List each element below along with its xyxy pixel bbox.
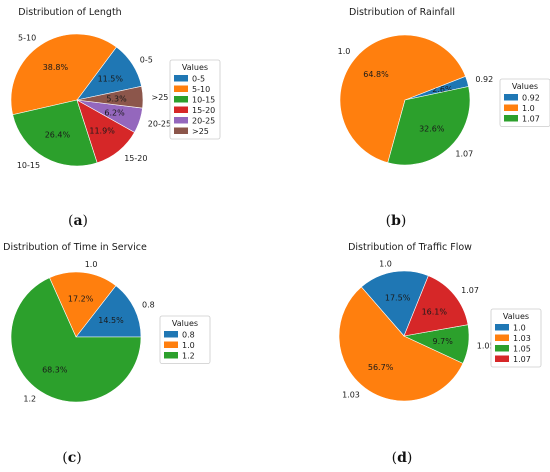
pie-slice-1.03 bbox=[338, 286, 464, 402]
legend-entry: >25 bbox=[192, 127, 209, 136]
pie-slice-0.8 bbox=[75, 285, 142, 338]
legend-swatch bbox=[504, 115, 518, 122]
slice-percent-label: 38.8% bbox=[43, 63, 69, 72]
legend-swatch bbox=[174, 96, 188, 103]
slice-category-label: 1.0 bbox=[379, 260, 392, 269]
slice-category-label: 1.07 bbox=[455, 149, 473, 158]
legend-entry: 1.0 bbox=[182, 341, 195, 350]
slice-category-label: 1.07 bbox=[461, 286, 479, 295]
pie-slice-10-15 bbox=[12, 99, 98, 167]
legend: Values 0.921.0 1.07 bbox=[499, 78, 550, 127]
legend-entry: 1.0 bbox=[522, 104, 535, 113]
legend-title: Values bbox=[172, 319, 198, 328]
legend-swatch bbox=[174, 106, 188, 113]
pie-chart-a: Distribution of Length 11.5% 0-5 38.8% 5-10 2… bbox=[10, 7, 221, 229]
legend-swatch bbox=[174, 117, 188, 124]
legend-swatch bbox=[174, 127, 188, 134]
legend-swatch bbox=[504, 94, 518, 101]
slice-percent-label: 9.7% bbox=[433, 337, 454, 346]
legend-entry: 1.0 bbox=[513, 324, 526, 333]
slice-percent-label: 68.3% bbox=[42, 366, 68, 375]
pie-slice-1.2 bbox=[10, 277, 142, 403]
slice-percent-label: 14.5% bbox=[98, 316, 124, 325]
pie-slice-1.07 bbox=[403, 275, 469, 337]
pie-slice->25 bbox=[76, 85, 144, 109]
legend-entry: 15-20 bbox=[192, 106, 215, 115]
legend-swatch bbox=[495, 355, 509, 362]
legend-entry: 1.05 bbox=[513, 345, 531, 354]
chart-title: Distribution of Traffic Flow bbox=[348, 242, 472, 253]
legend-swatch bbox=[164, 341, 178, 348]
legend-entry: 1.07 bbox=[513, 355, 531, 364]
pie-slice-1.0 bbox=[339, 34, 466, 164]
panel-caption: (b) bbox=[386, 213, 407, 229]
legend-entry: 0.92 bbox=[522, 94, 540, 103]
pie-chart-c: Distribution of Time in Service14.5%0.81… bbox=[3, 242, 211, 466]
slice-percent-label: 26.4% bbox=[45, 130, 71, 139]
chart-title: Distribution of Length bbox=[18, 7, 121, 18]
slice-percent-label: 11.9% bbox=[89, 127, 115, 136]
slice-category-label: 0.8 bbox=[142, 301, 155, 310]
slice-percent-label: 17.5% bbox=[385, 294, 411, 303]
panel-caption: (c) bbox=[62, 450, 81, 466]
legend-title: Values bbox=[512, 82, 538, 91]
panel-caption: (d) bbox=[392, 450, 413, 466]
legend-swatch bbox=[164, 352, 178, 359]
slice-percent-label: 17.2% bbox=[68, 294, 94, 303]
legend-title: Values bbox=[182, 63, 208, 72]
legend-entry: 20-25 bbox=[192, 117, 215, 126]
slice-percent-label: 56.7% bbox=[368, 363, 394, 372]
legend-entry: 5-10 bbox=[192, 85, 210, 94]
pie-slice-1.0 bbox=[49, 271, 117, 338]
slice-percent-label: 5.3% bbox=[106, 94, 127, 103]
pie-slice-5-10 bbox=[10, 33, 117, 116]
legend-entry: 10-15 bbox=[192, 96, 215, 105]
slice-percent-label: 32.6% bbox=[419, 124, 445, 133]
slice-category-label: 20-25 bbox=[148, 119, 171, 128]
slice-category-label: 0.92 bbox=[475, 75, 493, 84]
legend-frame bbox=[490, 308, 542, 368]
legend-title: Values bbox=[503, 312, 529, 321]
legend-swatch bbox=[174, 85, 188, 92]
pie-slice-1.0 bbox=[360, 270, 429, 337]
legend-swatch bbox=[504, 104, 518, 111]
legend-swatch bbox=[495, 334, 509, 341]
slice-percent-label: 16.1% bbox=[422, 307, 448, 316]
chart-title: Distribution of Time in Service bbox=[3, 242, 147, 253]
legend-frame bbox=[499, 78, 550, 127]
slice-category-label: >25 bbox=[152, 93, 169, 102]
slice-category-label: 1.05 bbox=[477, 342, 495, 351]
slice-category-label: 15-20 bbox=[124, 154, 147, 163]
legend-entry: 1.07 bbox=[522, 115, 540, 124]
legend-entry: 0.8 bbox=[182, 331, 195, 340]
legend-frame bbox=[159, 315, 211, 364]
legend-swatch bbox=[495, 324, 509, 331]
legend-entry: 1.2 bbox=[182, 352, 195, 361]
legend: Values 1.01.03 1.051.07 bbox=[490, 308, 542, 368]
pie-chart-d: Distribution of Traffic Flow 17.5% 1.0 56.7… bbox=[338, 242, 542, 466]
slice-category-label: 5-10 bbox=[18, 34, 36, 43]
slice-percent-label: 6.2% bbox=[104, 108, 125, 117]
slice-category-label: 1.2 bbox=[23, 395, 36, 404]
slice-category-label: 0-5 bbox=[140, 56, 153, 65]
slice-percent-label: 11.5% bbox=[98, 75, 124, 84]
legend-entry: 0-5 bbox=[192, 75, 205, 84]
slice-percent-label: 64.8% bbox=[363, 70, 389, 79]
slice-category-label: 1.0 bbox=[85, 260, 98, 269]
legend-swatch bbox=[174, 75, 188, 82]
legend: Values 0.81.0 1.2 bbox=[159, 315, 211, 364]
slice-percent-label: 2.6% bbox=[432, 85, 453, 94]
slice-category-label: 1.03 bbox=[342, 391, 360, 400]
panel-caption: (a) bbox=[68, 213, 88, 229]
legend-swatch bbox=[164, 331, 178, 338]
slice-category-label: 10-15 bbox=[17, 161, 40, 170]
legend-swatch bbox=[495, 345, 509, 352]
chart-title: Distribution of Rainfall bbox=[349, 7, 455, 18]
legend-entry: 1.03 bbox=[513, 334, 531, 343]
pie-slice-1.07 bbox=[387, 86, 471, 166]
pie-chart-b: Distribution of Rainfall 2.6% 0.92 64.8% 1.0… bbox=[338, 7, 550, 229]
slice-category-label: 1.0 bbox=[338, 47, 351, 56]
